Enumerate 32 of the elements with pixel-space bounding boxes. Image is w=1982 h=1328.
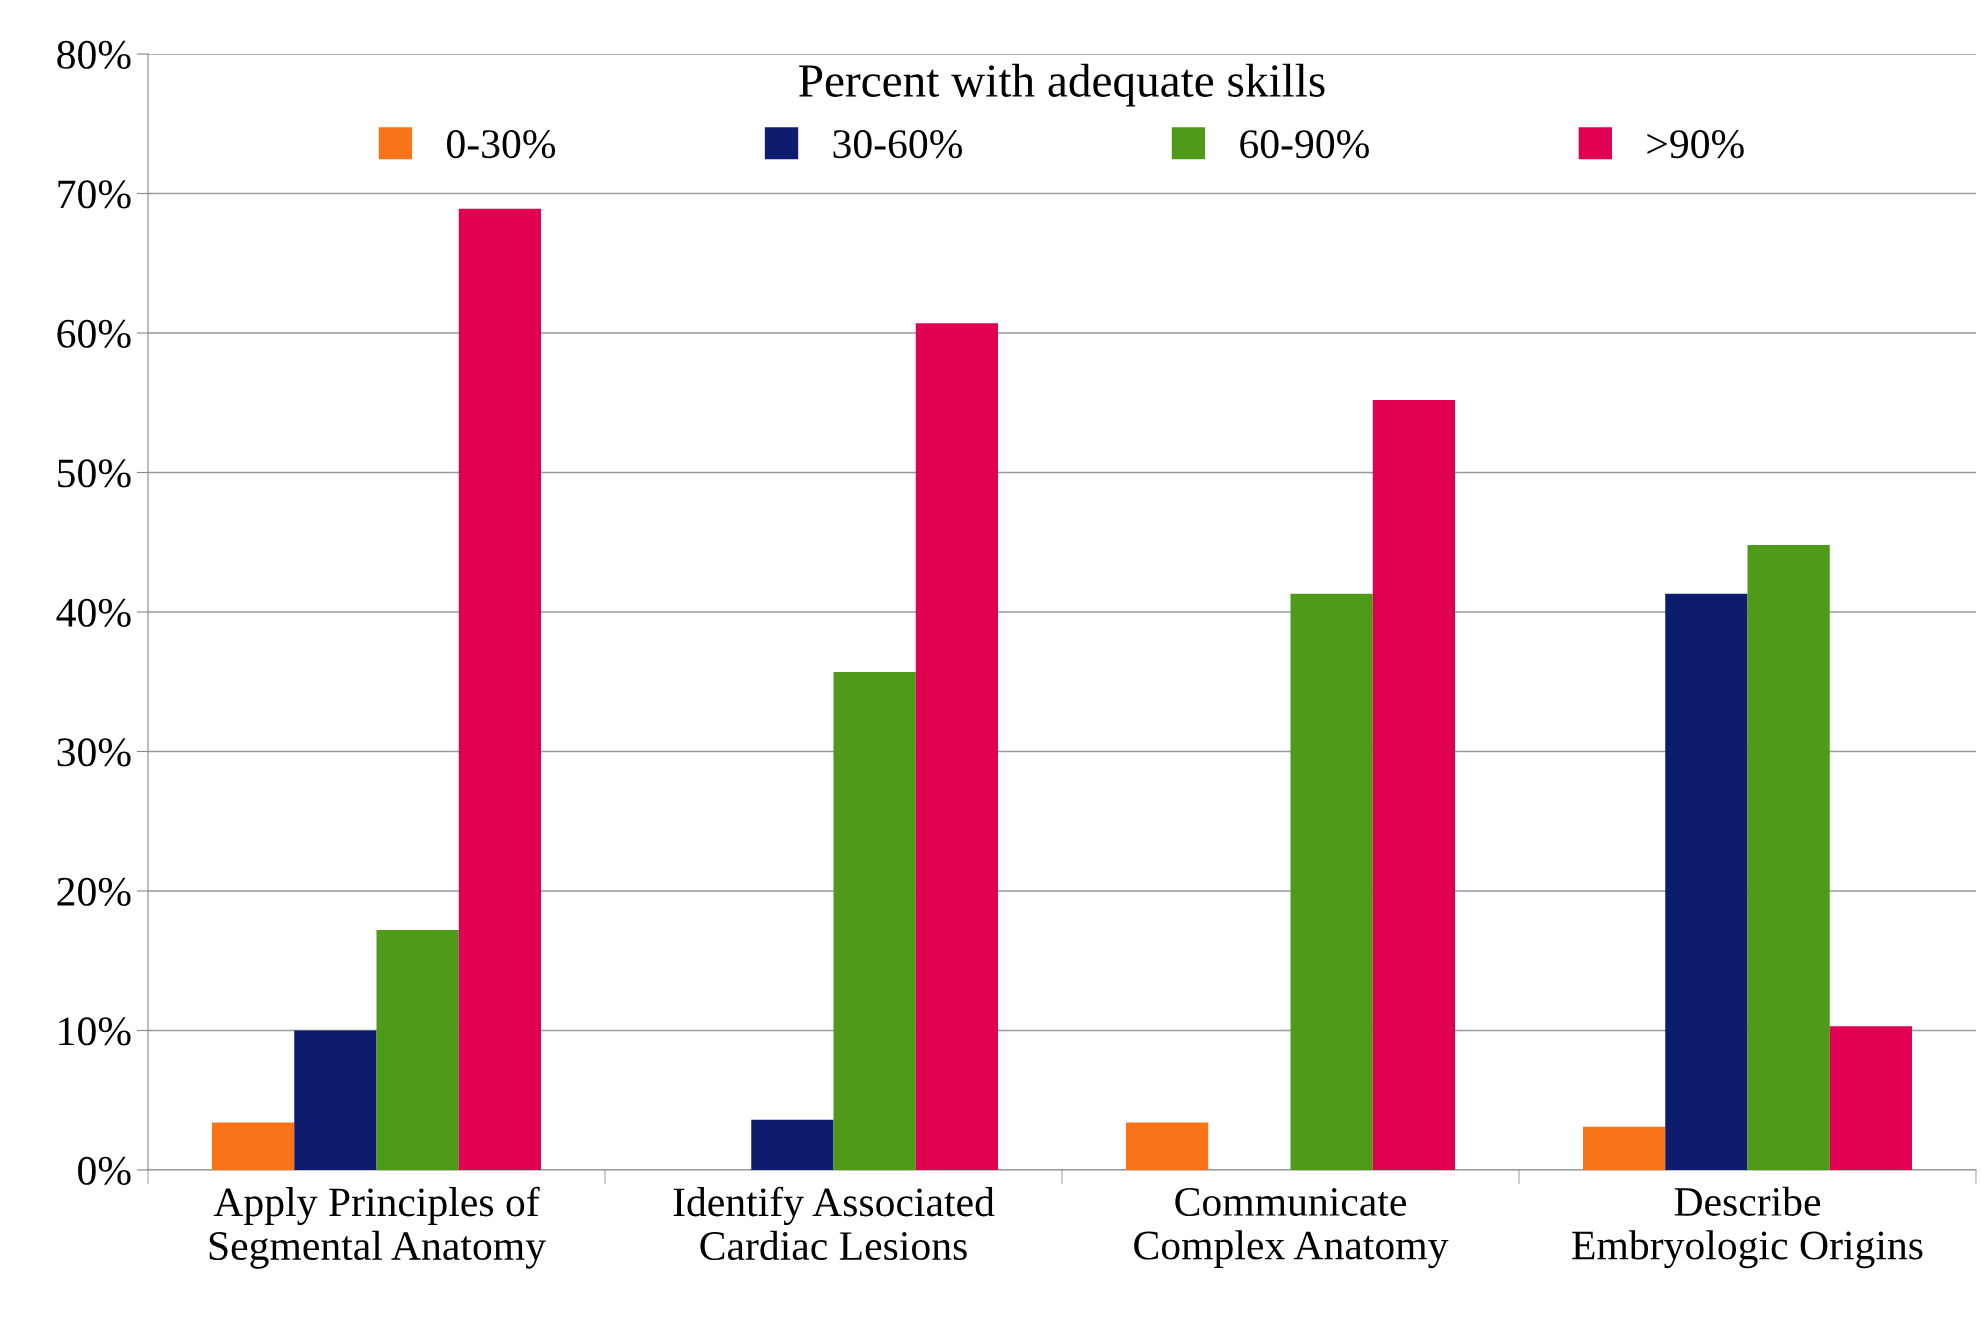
bar [1290,593,1373,1170]
y-tick-label: 30% [57,738,131,767]
x-tick-label: Apply Principles of Segmental Anatomy [209,1186,546,1269]
bar [915,323,999,1170]
bar [833,671,916,1170]
bar [1582,1126,1666,1170]
y-tick-label: 80% [57,40,131,69]
y-tick-label: 60% [57,319,131,348]
bar [294,1030,377,1170]
bar [1665,593,1748,1170]
bar [1372,399,1456,1170]
y-tick-label: 10% [59,1017,131,1046]
x-tick-label: Identify Associated Cardiac Lesions [673,1186,995,1261]
legend-label: 60-90% [1240,130,1369,159]
legend-title: Percent with adequate skills [799,63,1325,107]
y-tick-label: 50% [58,459,131,488]
x-tick-label: Describe Embryologic Origins [1572,1186,1923,1269]
bar [751,1119,834,1170]
y-tick-label: 40% [56,598,131,627]
y-tick-label: 0% [78,1156,131,1185]
bar [1125,1122,1209,1170]
bar [1747,545,1830,1170]
y-tick-label: 70% [58,180,131,209]
bar [1829,1026,1913,1170]
legend-label: 0-30% [447,130,556,159]
legend-label: 30-60% [833,130,963,159]
bar [211,1122,295,1170]
x-tick-label: Communicate Complex Anatomy [1134,1187,1449,1269]
legend-label: >90% [1647,130,1744,159]
bar [376,930,459,1170]
bar [458,208,542,1170]
y-tick-label: 20% [57,877,131,906]
